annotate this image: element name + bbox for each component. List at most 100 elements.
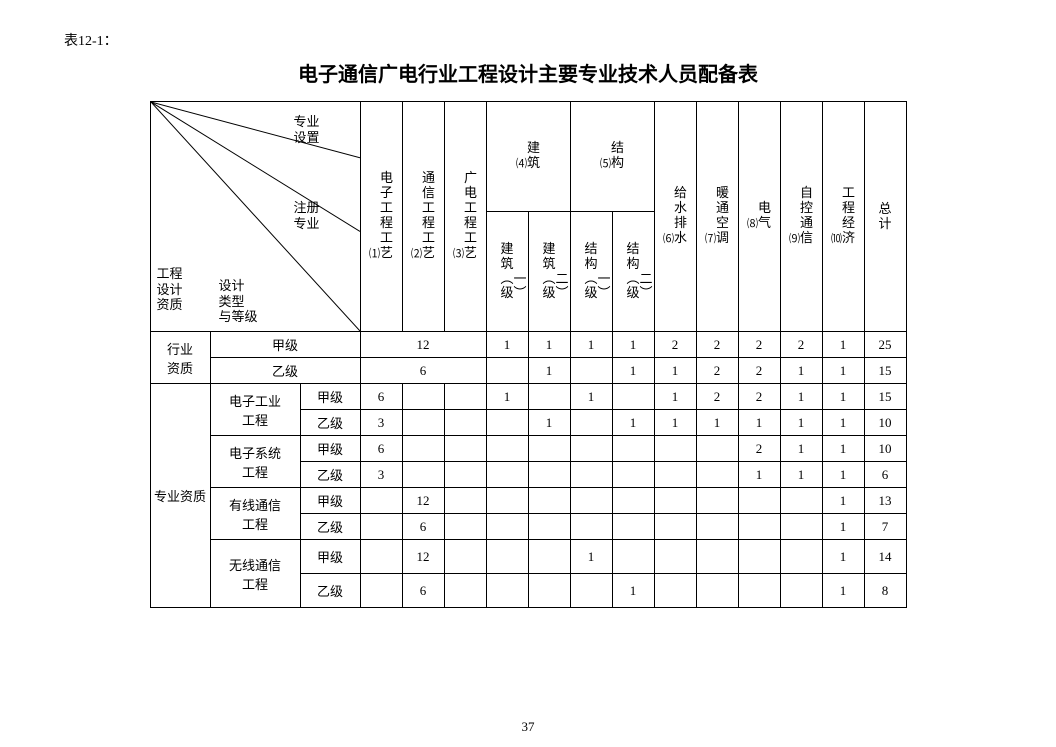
cell <box>486 574 528 608</box>
cell <box>486 410 528 436</box>
cell <box>696 540 738 574</box>
cell: 1 <box>822 436 864 462</box>
cell <box>612 540 654 574</box>
page-number: 37 <box>0 719 1056 735</box>
cell <box>780 514 822 540</box>
cell: 1 <box>612 332 654 358</box>
row-cat1-jia: 专业资质 电子工业 工程 甲级 6 1 1 1 2 2 1 1 15 <box>150 384 906 410</box>
cell: 1 <box>822 332 864 358</box>
cell: 25 <box>864 332 906 358</box>
cell <box>654 462 696 488</box>
cell: 3 <box>360 462 402 488</box>
cell: 1 <box>528 332 570 358</box>
cell <box>528 462 570 488</box>
col-c3-label: 广电工程工艺 <box>464 171 477 261</box>
diag-registered-specialty: 注册 专业 <box>293 200 319 231</box>
col-c9-label: 自控通信 <box>800 186 813 246</box>
col-c8-label: 电气 <box>758 201 771 231</box>
cell: 2 <box>780 332 822 358</box>
col-c3: ⑶广电工程工艺 <box>444 102 486 332</box>
cell <box>612 384 654 410</box>
cell <box>570 488 612 514</box>
cell: 13 <box>864 488 906 514</box>
cell <box>612 462 654 488</box>
col-c2-label: 通信工程工艺 <box>422 171 435 261</box>
cell: 6 <box>402 514 444 540</box>
cell <box>528 574 570 608</box>
cell: 2 <box>696 384 738 410</box>
col-c2-num: ⑵ <box>411 248 422 261</box>
col-c3-num: ⑶ <box>453 248 464 261</box>
cell <box>528 540 570 574</box>
cell <box>654 436 696 462</box>
cell: 1 <box>822 462 864 488</box>
cell <box>444 410 486 436</box>
cell <box>360 514 402 540</box>
cell <box>486 540 528 574</box>
cell: 1 <box>612 410 654 436</box>
table-label: 表12-1： <box>64 30 996 50</box>
diag-eng-qual: 工程 设计 资质 <box>157 266 183 313</box>
cell: 1 <box>570 384 612 410</box>
cell <box>360 488 402 514</box>
cell: 1 <box>780 436 822 462</box>
label-cat1-jia: 甲级 <box>300 384 360 410</box>
cell: 6 <box>402 574 444 608</box>
diag-design-type: 设计 类型 与等级 <box>219 278 258 325</box>
col-c6-num: ⑹ <box>663 233 674 246</box>
cell: 14 <box>864 540 906 574</box>
cell: 6 <box>360 358 486 384</box>
label-cat4: 无线通信 工程 <box>210 540 300 608</box>
label-industry-jia: 甲级 <box>210 332 360 358</box>
sub-struct1: 结构︵一级︶ <box>570 212 612 332</box>
cell <box>444 540 486 574</box>
label-cat3: 有线通信 工程 <box>210 488 300 540</box>
cell <box>528 514 570 540</box>
cell: 1 <box>570 332 612 358</box>
cell <box>612 488 654 514</box>
cell: 6 <box>360 384 402 410</box>
cell: 3 <box>360 410 402 436</box>
cell: 6 <box>864 462 906 488</box>
cell: 1 <box>486 384 528 410</box>
cell <box>696 514 738 540</box>
cell <box>486 436 528 462</box>
cell <box>360 540 402 574</box>
col-c6: ⑹给水排水 <box>654 102 696 332</box>
cell <box>738 488 780 514</box>
cell: 2 <box>738 332 780 358</box>
cell <box>402 384 444 410</box>
col-c9: ⑼自控通信 <box>780 102 822 332</box>
sub-arch2: 建筑︵二级︶ <box>528 212 570 332</box>
cell <box>780 540 822 574</box>
cell <box>738 540 780 574</box>
diag-specialty-setting: 专业 设置 <box>293 114 319 145</box>
diagonal-header: 专业 设置 注册 专业 设计 类型 与等级 工程 设计 资质 <box>150 102 360 332</box>
cell: 1 <box>822 410 864 436</box>
cell <box>696 462 738 488</box>
col-c7-label: 暖通空调 <box>716 186 729 246</box>
row-cat4-jia: 无线通信 工程 甲级 12 1 114 <box>150 540 906 574</box>
cell <box>402 436 444 462</box>
cell: 12 <box>360 332 486 358</box>
cell: 2 <box>738 436 780 462</box>
cell: 1 <box>738 462 780 488</box>
cell <box>654 488 696 514</box>
cell <box>444 462 486 488</box>
col-c6-label: 给水排水 <box>674 186 687 246</box>
cell: 1 <box>822 540 864 574</box>
cell: 15 <box>864 384 906 410</box>
cell: 7 <box>864 514 906 540</box>
cell <box>654 574 696 608</box>
cell <box>486 514 528 540</box>
cell <box>654 514 696 540</box>
cell <box>486 462 528 488</box>
cell <box>444 514 486 540</box>
page-title: 电子通信广电行业工程设计主要专业技术人员配备表 <box>60 58 996 87</box>
cell <box>528 488 570 514</box>
label-cat3-yi: 乙级 <box>300 514 360 540</box>
cell <box>360 574 402 608</box>
cell: 1 <box>696 410 738 436</box>
cell <box>570 462 612 488</box>
col-c2: ⑵通信工程工艺 <box>402 102 444 332</box>
